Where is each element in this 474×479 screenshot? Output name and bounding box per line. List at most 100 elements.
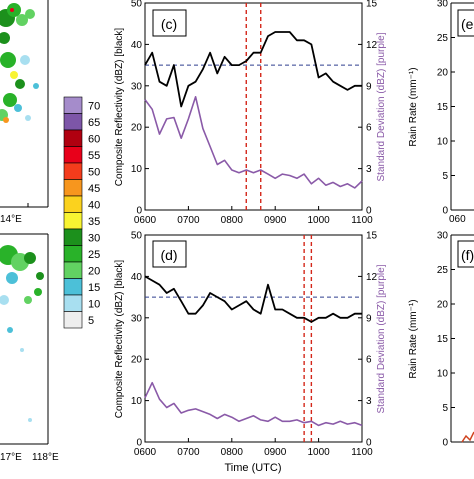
radar-echo xyxy=(20,348,24,352)
rain-rate-line-f xyxy=(461,431,474,443)
radar-echo xyxy=(10,71,18,79)
panel-label-c: (c) xyxy=(161,16,177,32)
ytick-label: 15 xyxy=(437,102,449,113)
xtick-label: 1100 xyxy=(351,447,373,458)
ytick-label: 20 xyxy=(131,355,143,366)
colorbar-tick-label: 40 xyxy=(88,199,100,211)
ylabel-c: Composite Reflectivity (dBZ) [black] xyxy=(114,28,125,187)
radar-echo xyxy=(24,296,32,304)
colorbar-tick-label: 65 xyxy=(88,117,100,129)
colorbar-swatch xyxy=(63,278,83,296)
colorbar-swatch xyxy=(63,129,83,147)
xtick-label: 0600 xyxy=(134,447,157,458)
chart-e-partial: (e Rain Rate (mm⁻¹) 0 5 10 15 20 25 30 060 xyxy=(408,0,474,225)
radar-echo xyxy=(0,295,9,305)
y2tick-label: 15 xyxy=(366,0,378,10)
reflectivity-line xyxy=(144,31,362,108)
xtick-label: 0700 xyxy=(177,447,200,458)
colorbar-swatch xyxy=(63,146,83,164)
y2label-c: Standard Deviation (dBZ) [purple] xyxy=(376,32,387,181)
y2tick-label: 12 xyxy=(366,272,378,283)
y2tick-label: 15 xyxy=(366,231,378,242)
xtick-e: 060 xyxy=(449,214,466,225)
y2tick-label: 6 xyxy=(366,355,372,366)
y2label-d: Standard Deviation (dBZ) [purple] xyxy=(376,264,387,413)
ylabel-d: Composite Reflectivity (dBZ) [black] xyxy=(114,260,125,419)
lon-label-bottom-2: 118°E xyxy=(32,452,59,463)
ylabel-e: Rain Rate (mm⁻¹) xyxy=(408,67,419,146)
ytick-label: 10 xyxy=(437,369,449,380)
ytick-label: 0 xyxy=(136,438,142,449)
colorbar-swatch xyxy=(63,212,83,230)
radar-echo xyxy=(24,252,36,264)
colorbar-swatch xyxy=(63,96,83,114)
ytick-label: 0 xyxy=(442,206,448,217)
xtick-label: 1000 xyxy=(307,215,330,226)
colorbar-tick-label: 45 xyxy=(88,183,100,195)
panel-label-e: (e xyxy=(461,16,474,32)
ytick-label: 20 xyxy=(437,300,449,311)
colorbar-tick-label: 25 xyxy=(88,249,100,261)
lon-label-bottom-1: 17°E xyxy=(0,452,22,463)
colorbar-swatch xyxy=(63,228,83,246)
ytick-label: 20 xyxy=(131,123,143,134)
colorbar-tick-label: 60 xyxy=(88,133,100,145)
panel-label-f: (f) xyxy=(461,247,474,263)
colorbar-swatch xyxy=(63,261,83,279)
radar-echo xyxy=(6,272,18,284)
colorbar-swatch xyxy=(63,113,83,131)
radar-map-top: 14°E xyxy=(0,0,49,225)
panel-label-d: (d) xyxy=(160,247,177,263)
ytick-label: 10 xyxy=(131,396,143,407)
y2tick-label: 0 xyxy=(366,438,372,449)
ytick-label: 10 xyxy=(437,137,449,148)
ytick-label: 20 xyxy=(437,68,449,79)
ytick-label: 30 xyxy=(131,81,143,92)
colorbar-tick-label: 70 xyxy=(88,100,100,112)
ytick-label: 10 xyxy=(131,164,143,175)
radar-echo xyxy=(15,79,25,89)
radar-echo xyxy=(7,327,13,333)
chart-c: (c) Composite Reflectivity (dBZ) [black]… xyxy=(114,0,387,226)
radar-echo xyxy=(0,32,10,44)
ytick-label: 40 xyxy=(131,40,143,51)
radar-echo xyxy=(3,117,9,123)
colorbar-tick-label: 10 xyxy=(88,298,100,310)
radar-echo xyxy=(14,104,22,112)
ytick-label: 0 xyxy=(442,438,448,449)
radar-echo xyxy=(0,52,16,68)
xtick-label: 1000 xyxy=(307,447,330,458)
radar-echo xyxy=(36,272,44,280)
y2tick-label: 0 xyxy=(366,206,372,217)
ytick-label: 50 xyxy=(131,0,143,10)
radar-echo xyxy=(28,418,32,422)
xlabel-d: Time (UTC) xyxy=(224,462,281,474)
ytick-label: 25 xyxy=(437,33,449,44)
radar-echo xyxy=(3,93,17,107)
colorbar-tick-label: 30 xyxy=(88,232,100,244)
colorbar-swatch xyxy=(63,294,83,312)
colorbar-swatch xyxy=(63,245,83,263)
std-dev-line xyxy=(144,96,363,189)
radar-echo xyxy=(34,288,42,296)
radar-echo xyxy=(10,8,14,12)
colorbar-tick-label: 15 xyxy=(88,282,100,294)
radar-echo xyxy=(16,14,28,26)
y2tick-label: 9 xyxy=(366,81,372,92)
chart-d: (d) Composite Reflectivity (dBZ) [black]… xyxy=(114,231,387,475)
ytick-label: 30 xyxy=(131,313,143,324)
radar-map-bottom: 17°E 118°E xyxy=(0,233,59,463)
xtick-label: 0900 xyxy=(264,447,287,458)
radar-echo xyxy=(20,55,30,65)
xtick-label: 0800 xyxy=(221,215,244,226)
reflectivity-line xyxy=(144,275,362,323)
xtick-label: 0800 xyxy=(221,447,244,458)
colorbar: 70 65 60 55 50 45 40 35 30 25 20 15 10 5 xyxy=(63,96,100,329)
colorbar-tick-label: 5 xyxy=(88,315,94,327)
colorbar-tick-label: 50 xyxy=(88,166,100,178)
ytick-label: 5 xyxy=(442,403,448,414)
radar-echo xyxy=(25,9,35,19)
ytick-label: 30 xyxy=(437,0,449,10)
